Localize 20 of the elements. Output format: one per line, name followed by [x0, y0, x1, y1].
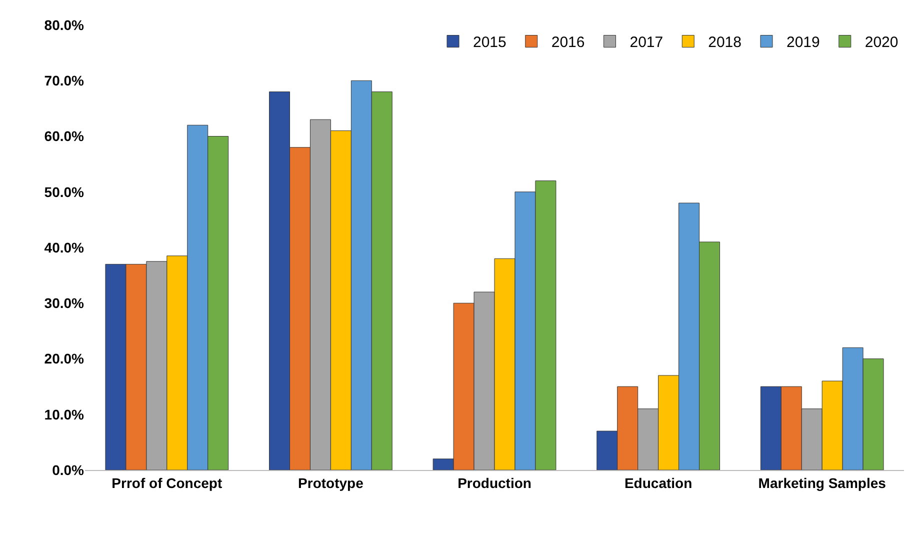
y-tick-label: 40.0%	[44, 239, 85, 256]
y-tick-label: 60.0%	[44, 128, 85, 144]
y-tick-label: 10.0%	[44, 406, 85, 422]
y-tick-label: 50.0%	[44, 184, 85, 200]
x-tick-label: Production	[458, 474, 532, 491]
y-tick-label: 20.0%	[44, 350, 85, 367]
x-tick-label: Prototype	[298, 474, 364, 491]
y-tick-label: 30.0%	[44, 295, 85, 312]
x-tick-label: Education	[624, 474, 692, 491]
y-tick-label: 80.0%	[44, 16, 85, 33]
legend-label: 2015	[473, 34, 506, 52]
y-tick-label: 0.0%	[52, 462, 85, 478]
legend-label: 2019	[786, 34, 820, 52]
x-tick-label: Marketing Samples	[758, 474, 886, 491]
legend-label: 2020	[864, 34, 898, 52]
legend-label: 2016	[551, 34, 585, 52]
legend-label: 2017	[630, 34, 664, 52]
legend-label: 2018	[708, 34, 742, 52]
y-tick-label: 70.0%	[44, 72, 85, 89]
x-tick-label: Prrof of Concept	[112, 474, 222, 491]
